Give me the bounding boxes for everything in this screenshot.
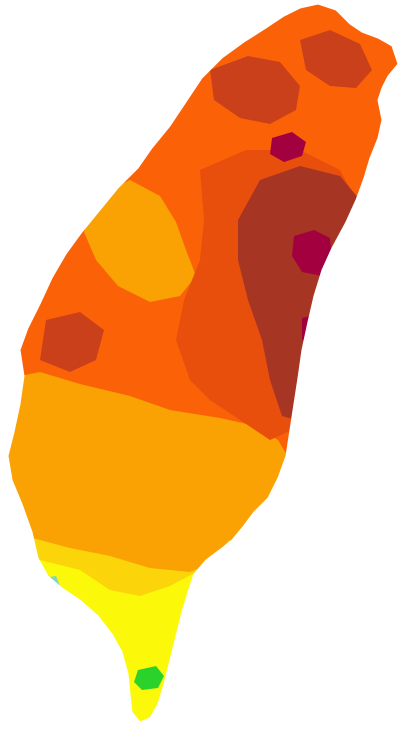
zone-crimson-spots	[270, 132, 332, 344]
island-outline	[7, 3, 399, 723]
zone-north-brick-patches	[40, 30, 372, 372]
zone-west-orange-band	[84, 180, 196, 302]
zone-east-dark-red	[238, 166, 360, 420]
zone-green-spot	[134, 666, 164, 690]
